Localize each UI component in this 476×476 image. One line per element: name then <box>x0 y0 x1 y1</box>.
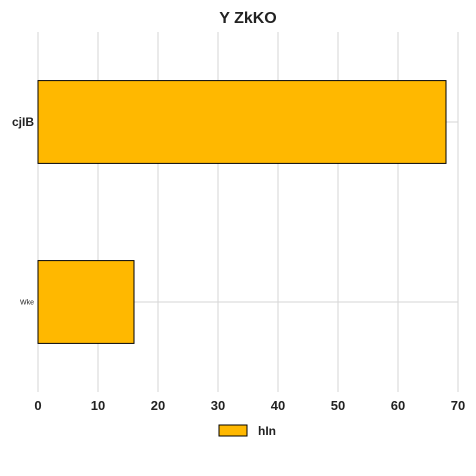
legend-swatch <box>218 424 248 437</box>
x-tick-label: 40 <box>271 398 285 413</box>
x-tick-label: 70 <box>451 398 465 413</box>
legend: hIn <box>218 424 276 438</box>
x-tick-label: 60 <box>391 398 405 413</box>
chart-title: Y ZkKO <box>219 10 277 27</box>
y-tick-label: Wke <box>20 300 34 307</box>
x-tick-label: 30 <box>211 398 225 413</box>
x-tick-label: 10 <box>91 398 105 413</box>
bar-cjib <box>37 80 447 164</box>
bar-wke <box>37 260 135 344</box>
y-tick-label: cjIB <box>12 115 34 129</box>
bars <box>37 80 447 344</box>
x-tick-label: 50 <box>331 398 345 413</box>
x-tick-label: 0 <box>34 398 41 413</box>
x-tick-label: 20 <box>151 398 165 413</box>
legend-label: hIn <box>258 424 276 438</box>
axes: 0 10 20 30 40 50 60 70 cjIB Wke <box>12 115 465 413</box>
